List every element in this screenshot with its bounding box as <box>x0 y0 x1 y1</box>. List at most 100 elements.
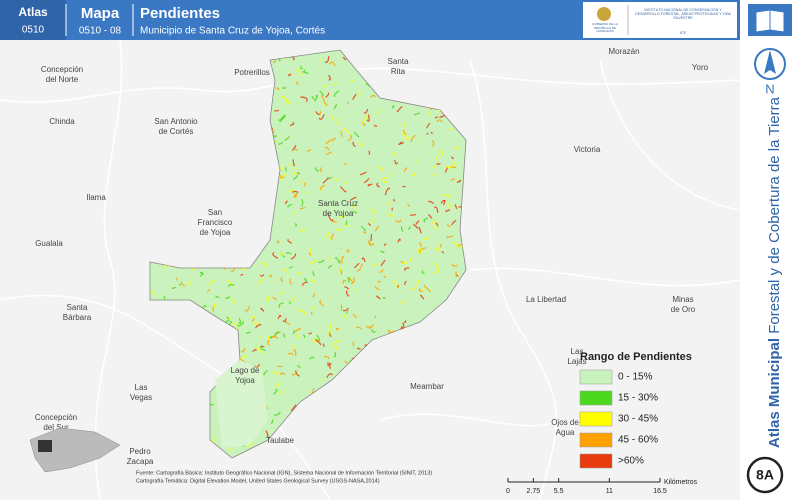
slope-stroke <box>339 186 347 193</box>
slope-stroke <box>383 275 386 278</box>
slope-stroke <box>343 360 349 364</box>
slope-stroke <box>445 165 451 170</box>
slope-stroke <box>344 180 348 184</box>
place-label: Santa <box>388 57 409 66</box>
place-label: de Yojoa <box>323 209 354 218</box>
slope-stroke <box>278 114 286 122</box>
slope-stroke <box>331 233 335 240</box>
place-label: Las <box>135 383 148 392</box>
slope-stroke <box>433 165 437 169</box>
slope-stroke <box>451 263 458 267</box>
slope-stroke <box>248 441 255 448</box>
slope-stroke <box>282 267 289 274</box>
slope-stroke <box>301 281 308 286</box>
slope-stroke <box>390 173 395 179</box>
boundaries <box>0 39 741 500</box>
slope-stroke <box>318 114 325 120</box>
slope-stroke <box>368 150 371 155</box>
atlas-code: 0510 <box>22 25 45 36</box>
slope-stroke <box>279 372 286 376</box>
slope-stroke <box>272 296 277 301</box>
logo-abbr: ICF <box>680 30 687 35</box>
place-label: del Norte <box>46 75 79 84</box>
place-label: Ilama <box>86 193 106 202</box>
municipality <box>149 49 467 459</box>
slope-stroke <box>171 286 177 290</box>
legend-label: >60% <box>618 456 644 467</box>
slope-stroke <box>410 213 417 216</box>
slope-stroke <box>446 224 451 228</box>
slope-stroke <box>382 297 387 299</box>
slope-stroke <box>241 355 248 359</box>
slope-stroke <box>323 355 330 360</box>
slope-stroke <box>272 252 279 259</box>
slope-stroke <box>332 82 338 85</box>
logo-left-text: GOBIERNO DE LA REPÚBLICA DE HONDURAS <box>592 23 618 33</box>
slope-stroke <box>403 167 408 172</box>
slope-stroke <box>287 238 292 244</box>
legend: 0 - 15% 15 - 30% 30 - 45% 45 - 60% >60% <box>579 369 658 469</box>
slope-stroke <box>229 317 233 321</box>
slope-stroke <box>423 237 430 241</box>
place-label: Francisco <box>198 218 233 227</box>
slope-stroke <box>322 84 328 90</box>
slope-stroke <box>403 320 407 324</box>
slope-stroke <box>394 160 399 165</box>
slope-stroke <box>273 388 278 395</box>
slope-stroke <box>376 182 380 188</box>
title: Pendientes <box>140 5 220 22</box>
place-label: Las <box>571 347 584 356</box>
slope-stroke <box>215 295 220 299</box>
slope-stroke <box>387 329 396 333</box>
slope-stroke <box>322 177 329 184</box>
slope-stroke <box>352 93 357 100</box>
north-label: N <box>765 81 774 96</box>
slope-stroke <box>244 305 251 312</box>
slope-stroke <box>231 298 236 304</box>
slope-stroke <box>377 166 385 172</box>
slope-stroke <box>435 153 439 159</box>
slope-stroke <box>287 352 294 356</box>
place-label: Meambar <box>410 382 444 391</box>
slope-stroke <box>327 214 334 222</box>
slope-stroke <box>361 257 366 263</box>
slope-stroke <box>363 177 370 184</box>
source-line: Cartografía Temática: Digital Elevation … <box>136 478 380 484</box>
slope-stroke <box>335 327 340 331</box>
slope-stroke <box>453 240 459 246</box>
slope-stroke <box>326 151 332 156</box>
scale-label: 11 <box>606 488 613 495</box>
place-label: Victoria <box>574 145 601 154</box>
slope-stroke <box>267 339 271 346</box>
slope-stroke <box>276 380 280 388</box>
lake <box>215 360 268 448</box>
slope-stroke <box>267 336 270 340</box>
slope-stroke <box>393 151 397 157</box>
slope-stroke <box>331 344 338 350</box>
slope-stroke <box>289 278 293 285</box>
slope-stroke <box>245 331 251 334</box>
coat-of-arms <box>597 7 611 21</box>
place-label: de Oro <box>671 305 696 314</box>
slope-stroke <box>301 199 304 205</box>
slope-stroke <box>374 285 380 291</box>
slope-stroke <box>346 101 349 105</box>
slope-stroke <box>380 176 387 180</box>
slope-stroke <box>431 220 436 225</box>
place-label: Lajas <box>567 357 586 366</box>
slope-stroke <box>289 122 295 127</box>
slope-stroke <box>352 141 356 148</box>
slope-stroke <box>228 283 235 288</box>
slope-stroke <box>330 115 335 122</box>
slope-stroke <box>350 277 355 285</box>
slope-stroke <box>328 264 333 269</box>
slope-stroke <box>292 329 295 335</box>
slope-stroke <box>336 228 342 231</box>
slope-stroke <box>278 302 284 308</box>
slope-stroke <box>398 142 404 146</box>
place-label: Pedro <box>129 447 151 456</box>
slope-stroke <box>291 296 295 303</box>
slope-stroke <box>200 272 204 277</box>
slope-stroke <box>442 194 450 198</box>
